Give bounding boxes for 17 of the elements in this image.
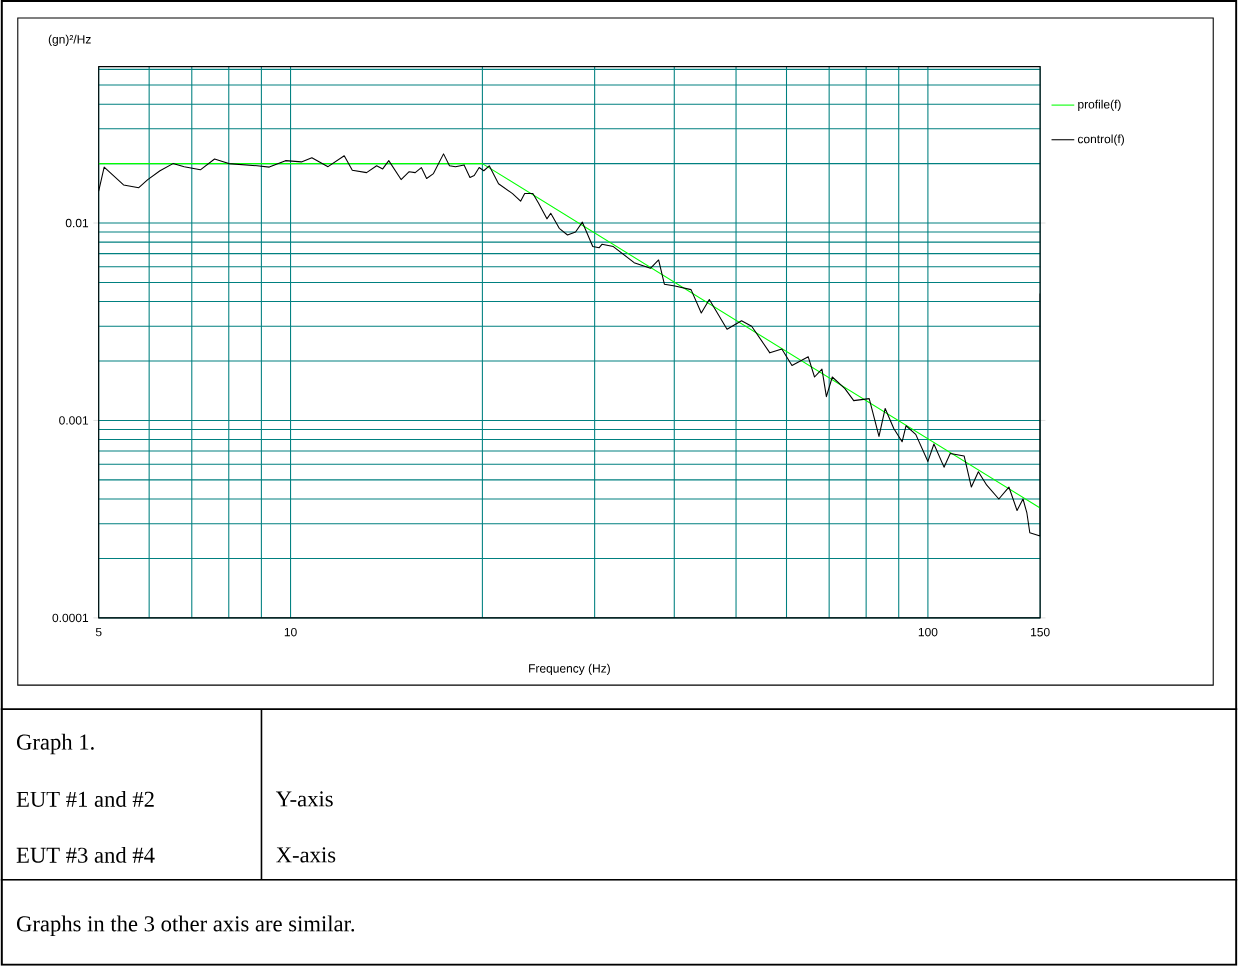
text: EUT #1 and #2	[16, 791, 154, 808]
caption: Graph 1.	[16, 733, 94, 755]
text: X-axis	[276, 847, 336, 863]
text: Graphs in the 3 other axis are similar.	[16, 915, 355, 937]
legend-label: control(f)	[1077, 134, 1124, 146]
text: Y-axis	[275, 791, 333, 807]
text: EUT #3 and #4	[16, 847, 155, 863]
y-tick-label: 0.0001	[52, 613, 89, 623]
x-tick-label: 5	[95, 628, 102, 637]
x-axis-title: Frequency (Hz)	[529, 663, 610, 676]
legend-label: profile(f)	[1078, 99, 1121, 112]
y-tick-label: 0.01	[65, 218, 89, 228]
x-tick-label: 150	[1031, 628, 1050, 637]
x-tick-label: 10	[284, 628, 297, 637]
x-tick-label: 100	[918, 628, 938, 637]
y-axis-title: (gn)²/Hz	[48, 34, 91, 47]
y-tick-label: 0.001	[59, 416, 89, 425]
